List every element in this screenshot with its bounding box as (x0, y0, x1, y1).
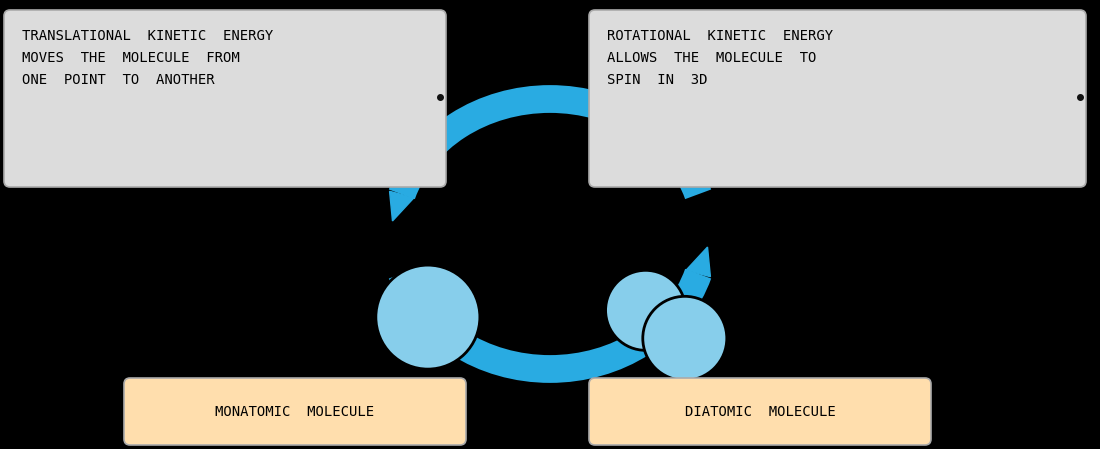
Text: MONATOMIC  MOLECULE: MONATOMIC MOLECULE (216, 405, 375, 418)
Text: ROTATIONAL  KINETIC  ENERGY
ALLOWS  THE  MOLECULE  TO
SPIN  IN  3D: ROTATIONAL KINETIC ENERGY ALLOWS THE MOL… (607, 29, 833, 88)
Polygon shape (686, 247, 711, 277)
Text: DIATOMIC  MOLECULE: DIATOMIC MOLECULE (684, 405, 835, 418)
Text: TRANSLATIONAL  KINETIC  ENERGY
MOVES  THE  MOLECULE  FROM
ONE  POINT  TO  ANOTHE: TRANSLATIONAL KINETIC ENERGY MOVES THE M… (22, 29, 273, 88)
Circle shape (376, 265, 480, 369)
Polygon shape (389, 191, 414, 221)
FancyBboxPatch shape (588, 378, 931, 445)
FancyBboxPatch shape (588, 10, 1086, 187)
Circle shape (606, 270, 685, 350)
FancyBboxPatch shape (4, 10, 446, 187)
FancyBboxPatch shape (124, 378, 466, 445)
Circle shape (642, 296, 727, 380)
